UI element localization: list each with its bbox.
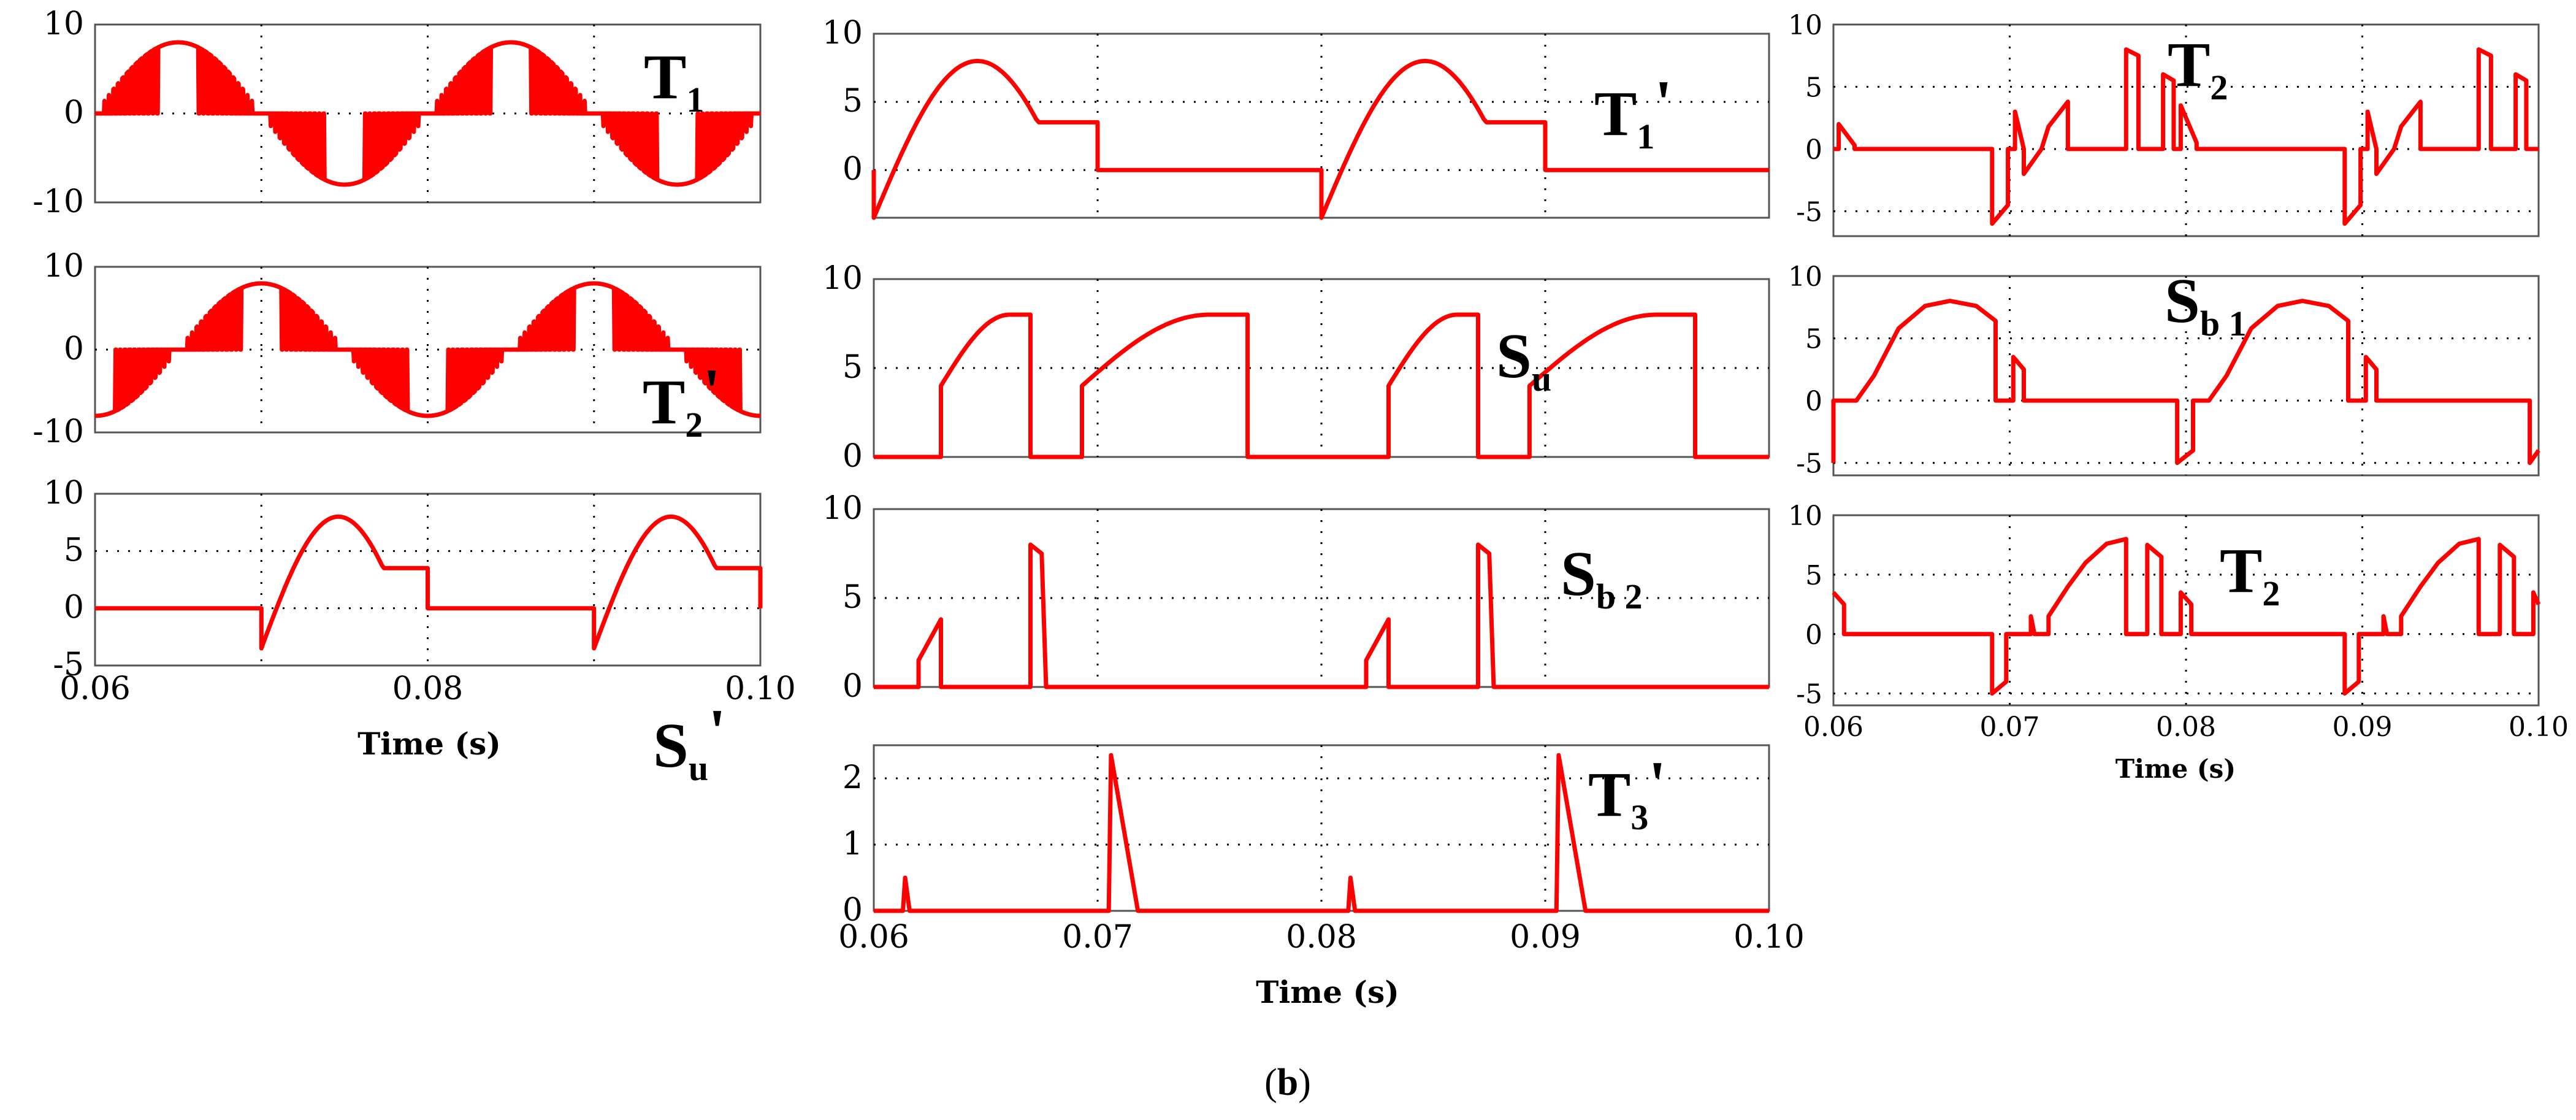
y-tick-label: 10	[44, 475, 84, 512]
y-tick-label: -10	[32, 183, 84, 220]
label-t2-prime: T2'	[643, 356, 720, 445]
x-tick-label: 0.09	[2333, 712, 2393, 743]
y-tick-label: 1	[843, 826, 863, 862]
panel-sb2: 10 5 0 Sb 2	[822, 490, 1770, 705]
y-tick-label: 0	[64, 331, 84, 367]
y-tick-label: -5	[1796, 448, 1822, 480]
y-tick-label: 10	[44, 248, 84, 285]
x-tick-label: 0.10	[725, 670, 796, 707]
label-su: Su	[1496, 321, 1551, 399]
label-sb2: Sb 2	[1561, 539, 1643, 616]
waveform-t2-bottom	[1832, 537, 2541, 696]
x-tick-label: 0.06	[838, 919, 909, 956]
y-tick-label: 5	[843, 349, 863, 386]
y-tick-label: 10	[1788, 501, 1822, 532]
plot-frame	[1832, 514, 2540, 707]
label-t2-bottom: T2	[2220, 535, 2280, 613]
y-tick-label: 5	[1805, 324, 1822, 355]
waveform-t2-top	[1833, 47, 2539, 226]
panel-su: 10 5 0 Su	[822, 260, 1770, 475]
waveform-su-prime	[95, 514, 763, 651]
y-tick-label: 0	[843, 668, 863, 705]
y-tick-label: -5	[53, 646, 84, 683]
label-t1-prime: T1'	[1594, 67, 1672, 156]
y-tick-label: 5	[64, 532, 84, 569]
y-tick-label: 10	[1788, 261, 1822, 293]
label-sb1: Sb 1	[2165, 266, 2247, 343]
x-tick-label: 0.09	[1510, 919, 1581, 956]
waveform-sb2	[874, 542, 1769, 689]
waveform-t2-prime	[93, 281, 762, 418]
x-tick-label: 0.08	[1286, 919, 1357, 956]
y-tick-label: 0	[1805, 619, 1822, 651]
x-tick-label: 0.10	[1733, 919, 1805, 956]
waveform-t3-prime	[874, 753, 1769, 913]
panel-t2-bottom: 10 5 0 -5 0.06 0.07 0.08 0.09 0.10 Time (s) T2	[1788, 501, 2569, 784]
panel-t1: 10 0 -10 T1	[32, 6, 762, 220]
y-tick-label: -10	[32, 413, 84, 450]
x-tick-label: 0.06	[59, 670, 131, 707]
y-tick-label: 10	[822, 490, 863, 527]
label-t2-top: T2	[2168, 29, 2228, 107]
x-tick-label: 0.08	[392, 670, 464, 707]
y-tick-label: 0	[64, 94, 84, 131]
waveform-sb1	[1831, 299, 2540, 466]
panel-t3-prime: 2 1 0 0.06 0.07 0.08 0.09 0.10 Time (s) T3'	[838, 744, 1805, 1010]
label-t3-prime: T3'	[1588, 748, 1666, 837]
figure-caption: (b)	[1264, 1062, 1311, 1103]
y-tick-label: 5	[843, 579, 863, 616]
waveform-t1-prime	[871, 58, 1769, 220]
x-tick-label: 0.10	[2509, 712, 2569, 743]
label-su-prime: Su'	[653, 696, 726, 788]
y-tick-label: -5	[1796, 679, 1822, 710]
y-tick-label: 0	[1805, 386, 1822, 417]
y-tick-label: -5	[1796, 196, 1822, 228]
x-axis-title: Time (s)	[2115, 754, 2236, 784]
x-axis-title: Time (s)	[357, 726, 501, 762]
y-tick-label: 10	[1788, 10, 1822, 41]
panel-sb1: 10 5 0 -5 Sb 1	[1788, 261, 2540, 480]
plot-frame	[873, 744, 1770, 912]
x-axis-title: Time (s)	[1256, 974, 1399, 1010]
y-tick-label: 5	[843, 83, 863, 120]
waveform-t1	[93, 40, 762, 187]
x-tick-label: 0.06	[1803, 712, 1863, 743]
panel-su-prime: 10 5 0 -5 0.06 0.08 0.10 Time (s) Su'	[44, 475, 796, 788]
panel-t1-prime: 10 5 0 T1'	[822, 15, 1770, 220]
y-tick-label: 10	[822, 260, 863, 297]
y-tick-label: 5	[1805, 560, 1822, 591]
panel-t2-top: 10 5 0 -5 T2	[1788, 10, 2540, 237]
y-tick-label: 0	[843, 892, 863, 929]
x-tick-label: 0.08	[2156, 712, 2216, 743]
y-tick-label: 10	[822, 15, 863, 52]
y-tick-label: 0	[64, 589, 84, 626]
y-tick-label: 0	[843, 151, 863, 188]
y-tick-label: 0	[1805, 134, 1822, 166]
label-t1: T1	[644, 42, 704, 120]
panel-t2-prime: 10 0 -10 T2'	[32, 248, 762, 450]
y-tick-label: 2	[843, 759, 863, 796]
y-tick-label: 5	[1805, 72, 1822, 103]
y-tick-label: 0	[843, 438, 863, 475]
x-tick-label: 0.07	[1062, 919, 1133, 956]
waveform-su	[874, 312, 1769, 459]
x-tick-label: 0.07	[1980, 712, 2040, 743]
y-tick-label: 10	[44, 6, 84, 42]
